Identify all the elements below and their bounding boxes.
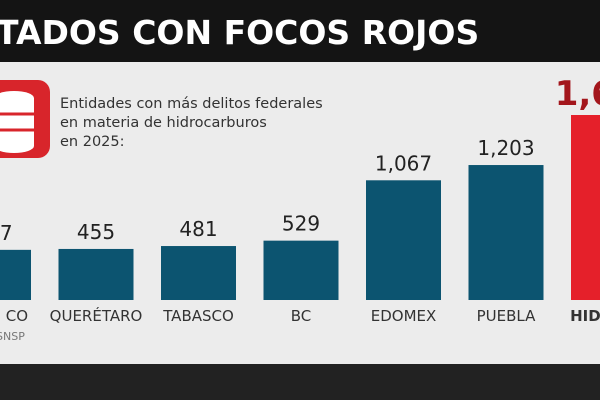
subtitle-line: en materia de hidrocarburos xyxy=(60,115,267,131)
value-label: 481 xyxy=(179,217,217,241)
source: SNSP xyxy=(0,330,25,343)
x-tick-label: QUERÉTARO xyxy=(50,306,143,325)
value-label: 1,203 xyxy=(477,136,534,160)
x-tick-label: HIDALGO xyxy=(570,307,600,325)
value-label: 1,067 xyxy=(375,151,432,175)
bar xyxy=(366,180,441,300)
subtitle-line: Entidades con más delitos federales xyxy=(60,96,323,112)
x-tick-label: BC xyxy=(291,307,312,325)
subtitle: Entidades con más delitos federales en m… xyxy=(60,96,327,150)
bar xyxy=(58,248,134,300)
x-tick-label: EDOMEX xyxy=(371,307,437,325)
bar xyxy=(571,115,600,300)
subtitle-line: en 2025: xyxy=(60,134,125,150)
chart-title: TADOS CON FOCOS ROJOS xyxy=(0,13,479,52)
barrel-icon xyxy=(0,80,50,158)
value-label: 447 xyxy=(0,221,13,245)
bar xyxy=(0,249,31,300)
x-tick-label: CO xyxy=(6,307,28,325)
value-label: 1,649 xyxy=(555,74,600,114)
bar xyxy=(468,165,544,300)
bar xyxy=(161,246,236,300)
footer-band xyxy=(0,364,600,400)
x-tick-label: TABASCO xyxy=(162,307,234,325)
bar xyxy=(263,240,339,300)
value-label: 529 xyxy=(282,212,320,236)
x-tick-label: PUEBLA xyxy=(477,307,536,325)
header-band xyxy=(0,0,600,62)
value-label: 455 xyxy=(77,220,115,244)
